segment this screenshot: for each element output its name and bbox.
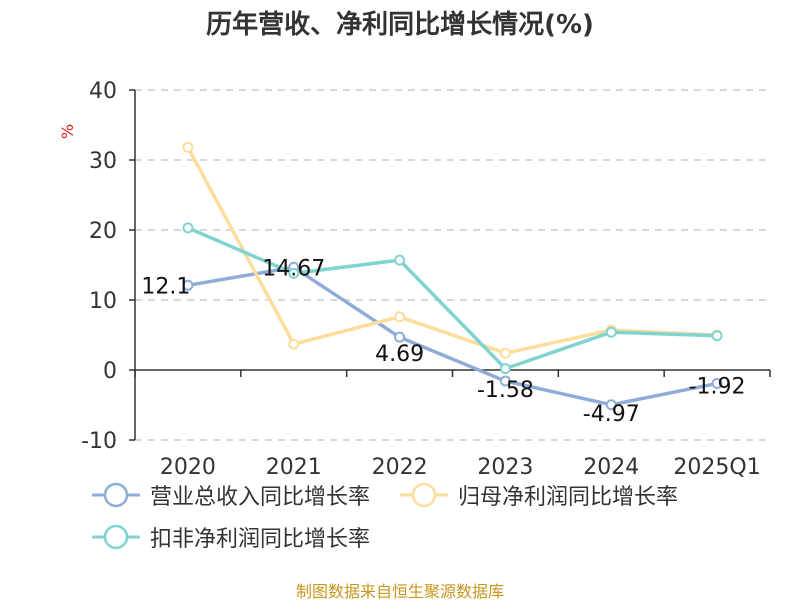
x-tick-label: 2024: [583, 455, 639, 480]
data-label: 14.67: [262, 256, 325, 281]
legend-line-circle-icon: [92, 482, 140, 508]
data-point: [711, 330, 723, 342]
data-point: [182, 141, 194, 153]
data-point: [499, 347, 511, 359]
data-point: [182, 222, 194, 234]
data-point: [499, 375, 511, 387]
data-label: -1.58: [477, 378, 534, 403]
series-line-1: [186, 146, 718, 355]
data-point: [499, 363, 511, 375]
data-point: [605, 326, 617, 338]
chart-title: 历年营收、净利同比增长情况(%): [206, 10, 594, 40]
data-point: [711, 377, 723, 389]
x-tick-label: 2025Q1: [673, 455, 760, 480]
data-point: [605, 399, 617, 411]
y-tick-label: 0: [103, 359, 117, 384]
data-labels: 12.1 14.67 4.69 -1.58 -4.97 -1.92: [141, 256, 745, 426]
y-tick-label: 20: [89, 219, 117, 244]
legend-item[interactable]: 归母净利润同比增长率: [398, 474, 678, 516]
data-point: [394, 331, 406, 343]
x-tick-label: 2023: [477, 455, 533, 480]
legend-label: 营业总收入同比增长率: [150, 485, 371, 510]
legend-label: 扣非净利润同比增长率: [150, 527, 371, 552]
axes: 40 30 20 10 0 -10 2020 2021 2022 2023 2024 2025Q1: [81, 79, 771, 480]
y-tick-label: 30: [89, 149, 117, 174]
data-point: [288, 267, 300, 279]
data-point: [182, 279, 194, 291]
y-tick-label: 40: [89, 79, 117, 104]
legend-line-circle-icon: [400, 482, 449, 508]
legend-item[interactable]: 营业总收入同比增长率: [90, 474, 370, 516]
grid-lines: [135, 89, 770, 441]
series-line-0: [187, 265, 718, 407]
data-point: [394, 311, 406, 323]
y-tick-label: -10: [81, 429, 117, 454]
x-tick-label: 2022: [372, 455, 428, 480]
series-lines: [182, 141, 723, 411]
source-note: 制图数据来自恒生聚源数据库: [295, 582, 504, 601]
legend-row: 扣非净利润同比增长率: [90, 516, 790, 558]
data-label: -4.97: [583, 402, 640, 427]
data-label: 4.69: [375, 342, 424, 367]
data-point: [288, 338, 300, 350]
x-tick-label: 2020: [160, 455, 216, 480]
series-line-2: [187, 226, 718, 371]
legend-item[interactable]: 扣非净利润同比增长率: [90, 516, 370, 558]
data-label: -1.92: [689, 374, 746, 399]
legend-line-circle-icon: [92, 524, 140, 550]
legend: 营业总收入同比增长率 归母净利润同比增长率扣非净利润同比增长率: [90, 474, 790, 558]
data-label: 12.1: [141, 274, 190, 299]
y-tick-label: 10: [89, 289, 117, 314]
data-point: [394, 254, 406, 266]
x-tick-label: 2021: [266, 455, 322, 480]
legend-row: 营业总收入同比增长率 归母净利润同比增长率: [90, 474, 790, 516]
legend-label: 归母净利润同比增长率: [458, 485, 679, 510]
